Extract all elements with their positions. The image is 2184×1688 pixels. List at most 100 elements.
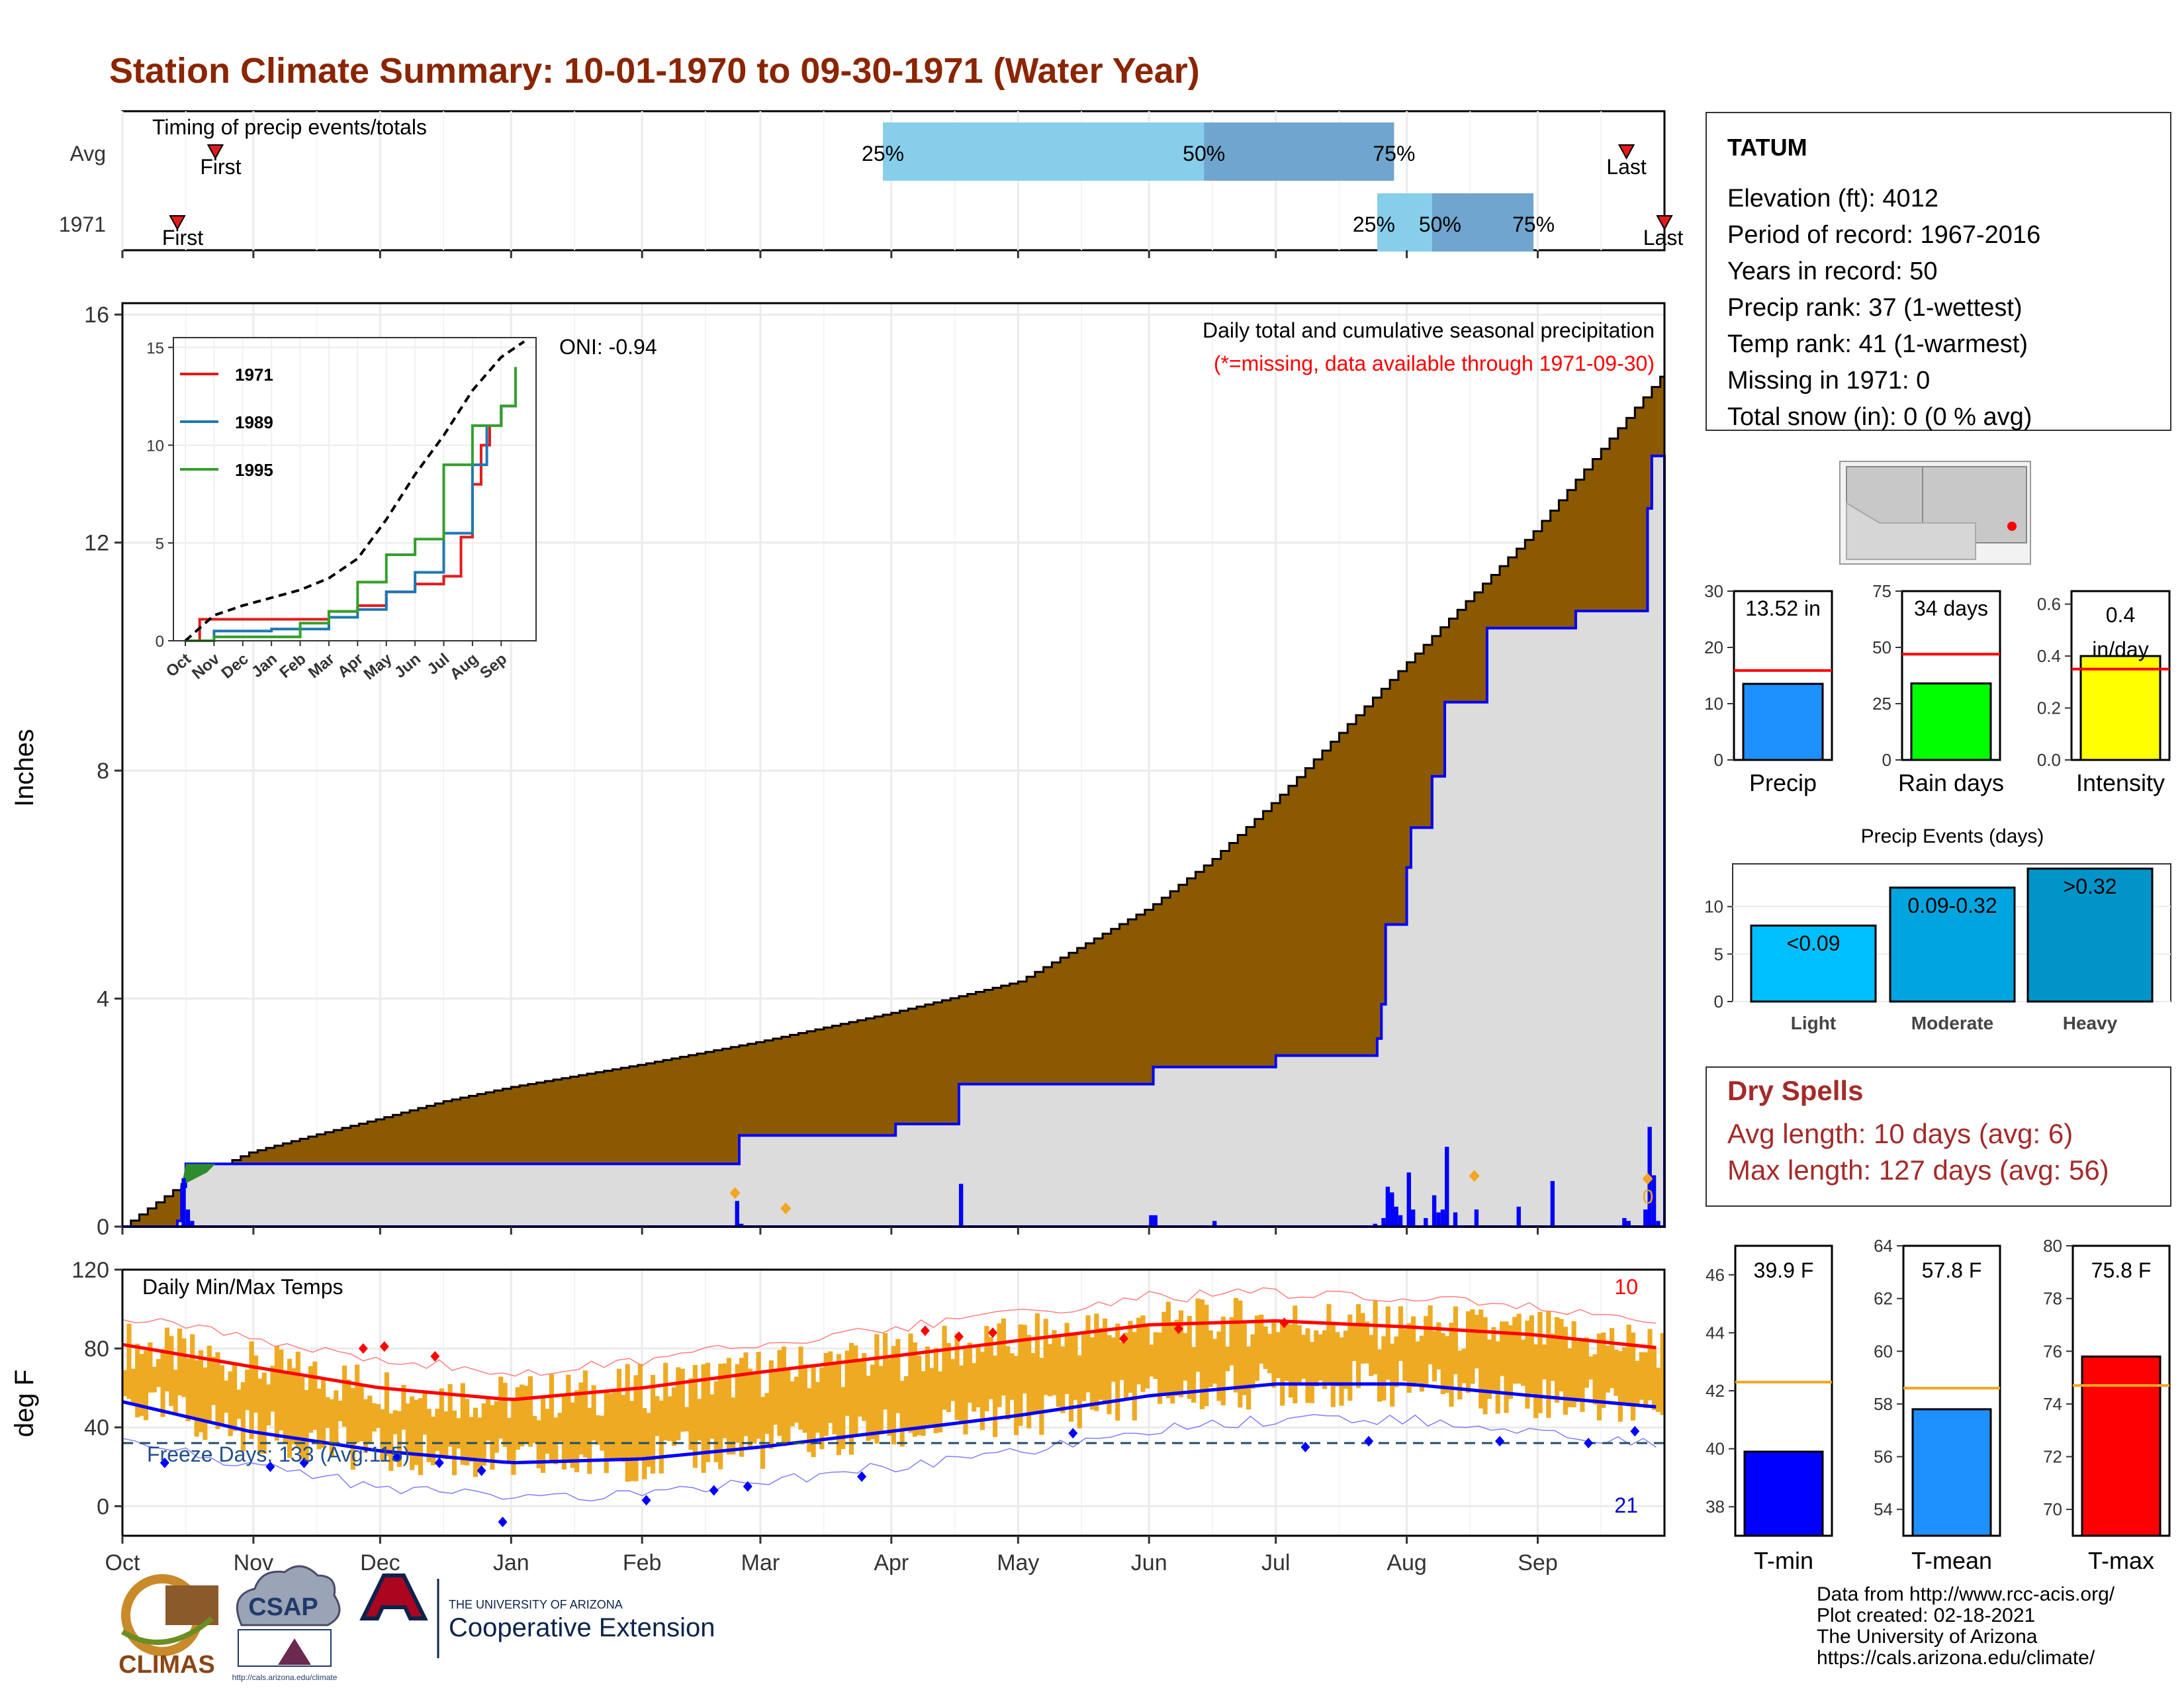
credit-line: The University of Arizona [1817,1626,2038,1648]
temp-range-bar [684,1407,690,1432]
temp-range-bar [270,1366,275,1412]
temp-range-bar [807,1388,812,1452]
timing-avg-25-label: 25% [862,142,904,165]
credit-line: Data from http://www.rcc-acis.org/ [1817,1583,2115,1605]
temp-range-bar [536,1420,541,1469]
station-line: Total snow (in): 0 (0 % avg) [1727,403,2032,431]
record-high-marker [430,1351,440,1362]
temp-range-bar [1263,1326,1268,1369]
temp-range-bar [688,1378,694,1450]
temp-range-bar [1516,1313,1522,1384]
temp-range-bar [1225,1346,1230,1372]
temp-range-bar [616,1368,622,1458]
temp-range-bar [866,1376,871,1441]
temp-range-bar [1428,1305,1433,1365]
temps-y-axis: 0 40 80 120 [71,1258,122,1519]
axis-tick-label: 40 [1706,1439,1725,1459]
temp-range-bar [1081,1333,1087,1401]
daily-precip-bar [1398,1215,1403,1227]
precip-total-value: 13.52 in [1745,596,1821,620]
temp-range-bar [1048,1344,1053,1397]
record-high-marker [988,1327,998,1338]
temp-range-bar [506,1417,512,1462]
temp-range-bar [621,1395,626,1462]
temp-range-bar [967,1342,972,1403]
precip-total-bar [1742,682,1824,761]
axis-tick-label: 20 [1704,637,1723,657]
temp-range-bar [173,1370,178,1415]
temp-range-bar [1445,1336,1450,1393]
temp-range-bar [1402,1329,1408,1382]
daily-precip-bar [1436,1212,1441,1227]
tmin-bar [1743,1450,1824,1537]
temp-range-bar [874,1334,880,1444]
temp-range-bar [1195,1298,1201,1372]
intensity-value: 0.4 [2106,603,2135,627]
temp-range-bar [1089,1337,1095,1410]
temp-range-bar [1140,1315,1146,1392]
temp-range-bar [1187,1315,1192,1399]
temp-range-bar [1297,1325,1302,1385]
timing-avg-50-label: 50% [1183,142,1225,165]
temp-range-bar [1005,1346,1011,1420]
daily-precip-bar [1440,1209,1445,1227]
ua-small-text: THE UNIVERSITY OF ARIZONA [449,1598,623,1611]
temp-range-bar [1647,1329,1653,1401]
temp-range-bar [963,1349,968,1434]
temp-range-bar [1639,1352,1644,1400]
record-high-marker [358,1343,368,1354]
inset-y-tick-label: 15 [146,340,164,357]
temp-range-bar [126,1323,132,1399]
tmax-chart: 75.8 F T-max 70 72 74 76 78 80 [2043,1236,2171,1574]
rain-days-value: 34 days [1914,596,1988,620]
csap-logo: CSAP http://cals.arizona.edu/climate [232,1565,341,1682]
timing-y71-first-marker [169,215,186,231]
temp-range-bar [938,1371,943,1432]
daily-precip-bar [958,1184,964,1227]
temp-range-bar [1204,1304,1209,1407]
temp-range-bar [1183,1333,1188,1381]
temp-range-bar [574,1390,580,1473]
timing-title: Timing of precip events/totals [152,115,427,139]
temp-range-bar [1254,1315,1259,1382]
temp-range-bar [853,1345,858,1437]
temp-range-bar [1495,1341,1500,1414]
record-low-marker [159,1457,169,1468]
temp-range-bar [485,1398,491,1441]
temps-lines [122,1287,1664,1528]
temp-range-bar [346,1380,351,1444]
timing-row-1971: 1971 [59,212,106,236]
temp-range-bar [206,1345,212,1424]
record-low-marker [709,1485,719,1496]
temp-range-bar [1030,1353,1036,1413]
temp-range-bar [912,1342,917,1437]
temp-range-bar [1085,1315,1091,1393]
temp-range-bar [1541,1344,1547,1380]
temp-range-bar [1022,1325,1027,1394]
record-low-marker [265,1461,275,1472]
temp-range-bar [498,1376,504,1439]
temp-range-bar [435,1409,440,1451]
timing-1971-50-label: 50% [1419,212,1461,236]
temp-range-bar [1537,1311,1543,1413]
temp-range-bar [532,1416,537,1444]
temp-range-bar [396,1411,402,1468]
temp-range-bar [447,1383,453,1447]
temp-range-bar [481,1403,486,1466]
rain-days-axis: 0 25 50 75 [1872,581,1902,770]
temp-range-bar [198,1350,204,1432]
temp-range-bar [304,1389,309,1464]
temp-range-bar [921,1371,926,1436]
temp-range-bar [549,1374,554,1464]
temp-range-bar [371,1403,377,1432]
timing-avg-bar-50-75 [1204,122,1394,181]
intensity-bar [2079,655,2161,761]
temp-range-bar [1461,1348,1467,1383]
temp-range-bar [1479,1309,1484,1409]
temp-range-bar [823,1352,829,1436]
axis-tick-label: 60 [1874,1341,1893,1361]
temp-range-bar [1242,1322,1247,1395]
temp-range-bar [1588,1356,1594,1380]
events-bar-label: <0.09 [1787,931,1841,955]
inset-lines [184,340,525,642]
